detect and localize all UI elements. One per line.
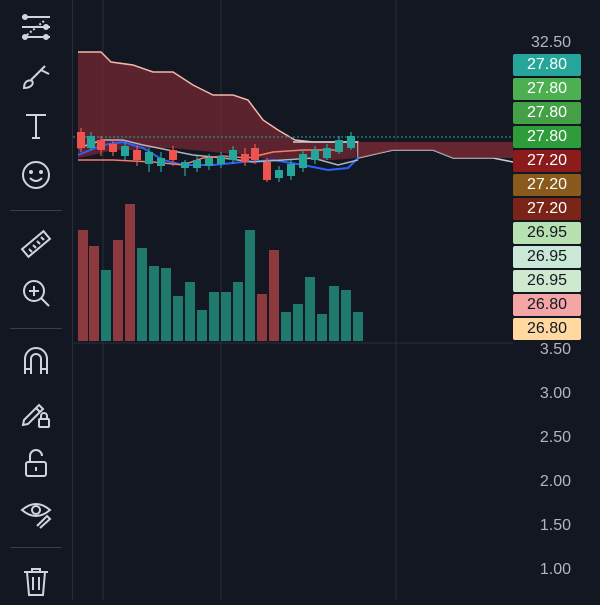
candle-body [335,140,343,152]
lock-drawings-icon [21,403,50,428]
price-label-top: 32.50 [530,34,571,51]
candle-body [229,150,237,160]
volume-bar [125,204,135,341]
cloud-hatch [78,51,358,143]
chart-pane[interactable] [73,0,514,600]
candle-body [193,160,201,168]
volume-bar [137,248,147,341]
price-badge: 26.80 [513,294,581,316]
candle-body [217,156,225,164]
volume-axis-label: 2.50 [539,429,571,446]
volume-bar [149,266,159,341]
volume-axis-label: 2.00 [539,473,571,490]
volume-axis-label: 3.00 [539,385,571,402]
candle-body [205,158,213,166]
volume-bar [341,290,351,341]
text-tool-icon [26,114,46,139]
volume-bar [257,294,267,341]
candle-body [299,154,307,168]
unlock-button[interactable] [14,443,58,483]
candle-body [275,170,283,178]
candle-body [181,162,189,168]
trend-line-tools-icon [22,14,50,40]
chart-canvas[interactable] [73,0,514,600]
hide-drawings-button[interactable] [14,492,58,532]
volume-bar [317,314,327,341]
candle-body [323,148,331,158]
magnet-button[interactable] [14,342,58,382]
ichimoku-cloud [78,52,358,160]
volume-axis-label: 1.00 [539,561,571,578]
ruler-button[interactable] [14,224,58,264]
candle-body [157,158,165,166]
red-cloud-tail [358,142,513,158]
volume-bar [78,230,88,341]
hide-drawings-icon [20,503,52,529]
price-badge: 26.95 [513,222,581,244]
volume-axis-label: 1.50 [539,517,571,534]
candle-body [145,152,153,164]
delete-button[interactable] [14,561,58,601]
volume-bar [329,286,339,341]
candle-body [263,162,271,180]
price-badge: 27.80 [513,126,581,148]
candle-body [97,140,105,150]
price-badge: 27.20 [513,198,581,220]
volume-bar [281,312,291,341]
trash-icon [24,568,48,596]
price-badge: 27.20 [513,174,581,196]
candle-body [311,150,319,160]
volume-bar [209,292,219,341]
zoom-in-icon [23,280,50,307]
price-badge: 27.80 [513,78,581,100]
price-badge: 26.80 [513,318,581,340]
lock-drawings-button[interactable] [14,392,58,432]
candle-body [121,146,129,156]
price-badge: 26.95 [513,270,581,292]
candle-body [347,136,355,148]
candle-body [87,136,95,148]
magnet-icon [24,347,48,374]
candle-body [251,148,259,160]
volume-bar [233,282,243,341]
brush-button[interactable] [14,57,58,97]
volume-bar [221,292,231,341]
volume-bar [269,250,279,341]
volume-bars [78,204,363,341]
candle-body [287,164,295,176]
volume-bar [293,304,303,341]
volume-bar [197,310,207,341]
candle-body [77,132,85,148]
drawing-toolbar [0,0,73,600]
candle-body [109,144,117,152]
price-badge: 27.20 [513,150,581,172]
volume-bar [113,240,123,341]
volume-bar [161,268,171,341]
trend-line-tools-button[interactable] [14,8,58,48]
volume-axis-label: 3.50 [539,341,571,358]
unlock-icon [25,449,47,477]
volume-bar [173,296,183,341]
volume-bar [245,230,255,341]
price-badge: 27.80 [513,54,581,76]
volume-bar [101,270,111,341]
volume-bar [185,282,195,341]
price-scale[interactable]: 32.50 27.80 27.80 27.80 27.80 27.20 27.20 27.2… [513,0,600,600]
candlesticks [77,128,355,182]
candle-body [241,154,249,162]
text-tool-button[interactable] [14,106,58,146]
candle-body [169,150,177,160]
volume-bar [305,277,315,341]
ruler-icon [20,229,52,259]
emoji-icon [22,161,50,189]
price-badge: 26.95 [513,246,581,268]
price-badge: 27.80 [513,102,581,124]
brush-icon [22,65,50,90]
candle-body [133,150,141,160]
emoji-button[interactable] [14,155,58,195]
zoom-in-button[interactable] [14,273,58,313]
volume-bar [353,312,363,341]
volume-bar [89,246,99,341]
